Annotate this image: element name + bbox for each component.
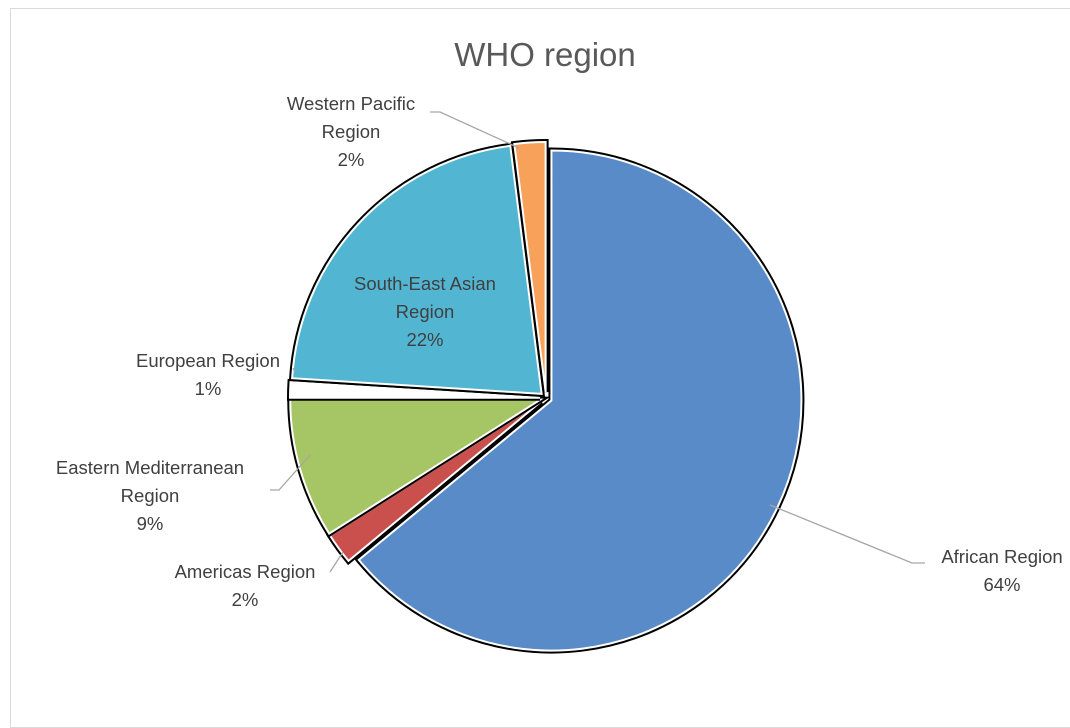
data-label-line: 22% <box>406 329 443 350</box>
leader-line-european-region <box>292 367 296 373</box>
pie-slice-border-african-region <box>357 149 803 652</box>
pie-slice-border-european-region <box>289 381 541 399</box>
data-label-line: 2% <box>232 589 259 610</box>
data-label-line: Americas Region <box>175 561 316 582</box>
data-label-line: 1% <box>195 378 222 399</box>
pie-slice-border-south-east-asian-region <box>291 144 543 395</box>
leader-line-african-region <box>769 504 925 564</box>
data-label-line: Western Pacific <box>287 93 415 114</box>
data-label-line: Region <box>121 485 180 506</box>
data-label-americas-region: Americas Region 2% <box>175 561 316 610</box>
pie-slice-border-western-pacific-region <box>513 141 547 393</box>
data-label-african-region: African Region 64% <box>941 546 1062 595</box>
data-label-line: Region <box>322 121 381 142</box>
data-label-european-region: European Region 1% <box>136 350 280 399</box>
data-label-line: 2% <box>338 149 365 170</box>
data-label-line: African Region <box>941 546 1062 567</box>
data-label-line: 64% <box>983 574 1020 595</box>
data-label-line: South-East Asian <box>354 273 496 294</box>
data-label-line: 9% <box>137 513 164 534</box>
pie-slice-border-eastern-mediterranean-region <box>289 398 544 536</box>
leader-line-americas-region <box>329 551 344 573</box>
data-label-line: European Region <box>136 350 280 371</box>
data-label-south-east-asian-region: South-East Asian Region 22% <box>354 273 496 350</box>
data-label-western-pacific-region: Western Pacific Region 2% <box>287 93 415 170</box>
leader-line-western-pacific-region <box>430 111 520 149</box>
pie-chart: WHO region African Region 64% Americas Reg… <box>56 36 1063 654</box>
leader-line-eastern-mediterranean-region <box>270 454 311 491</box>
chart-title: WHO region <box>454 36 636 73</box>
data-label-line: Eastern Mediterranean <box>56 457 244 478</box>
data-label-eastern-mediterranean-region: Eastern Mediterranean Region 9% <box>56 457 244 534</box>
data-label-line: Region <box>396 301 455 322</box>
